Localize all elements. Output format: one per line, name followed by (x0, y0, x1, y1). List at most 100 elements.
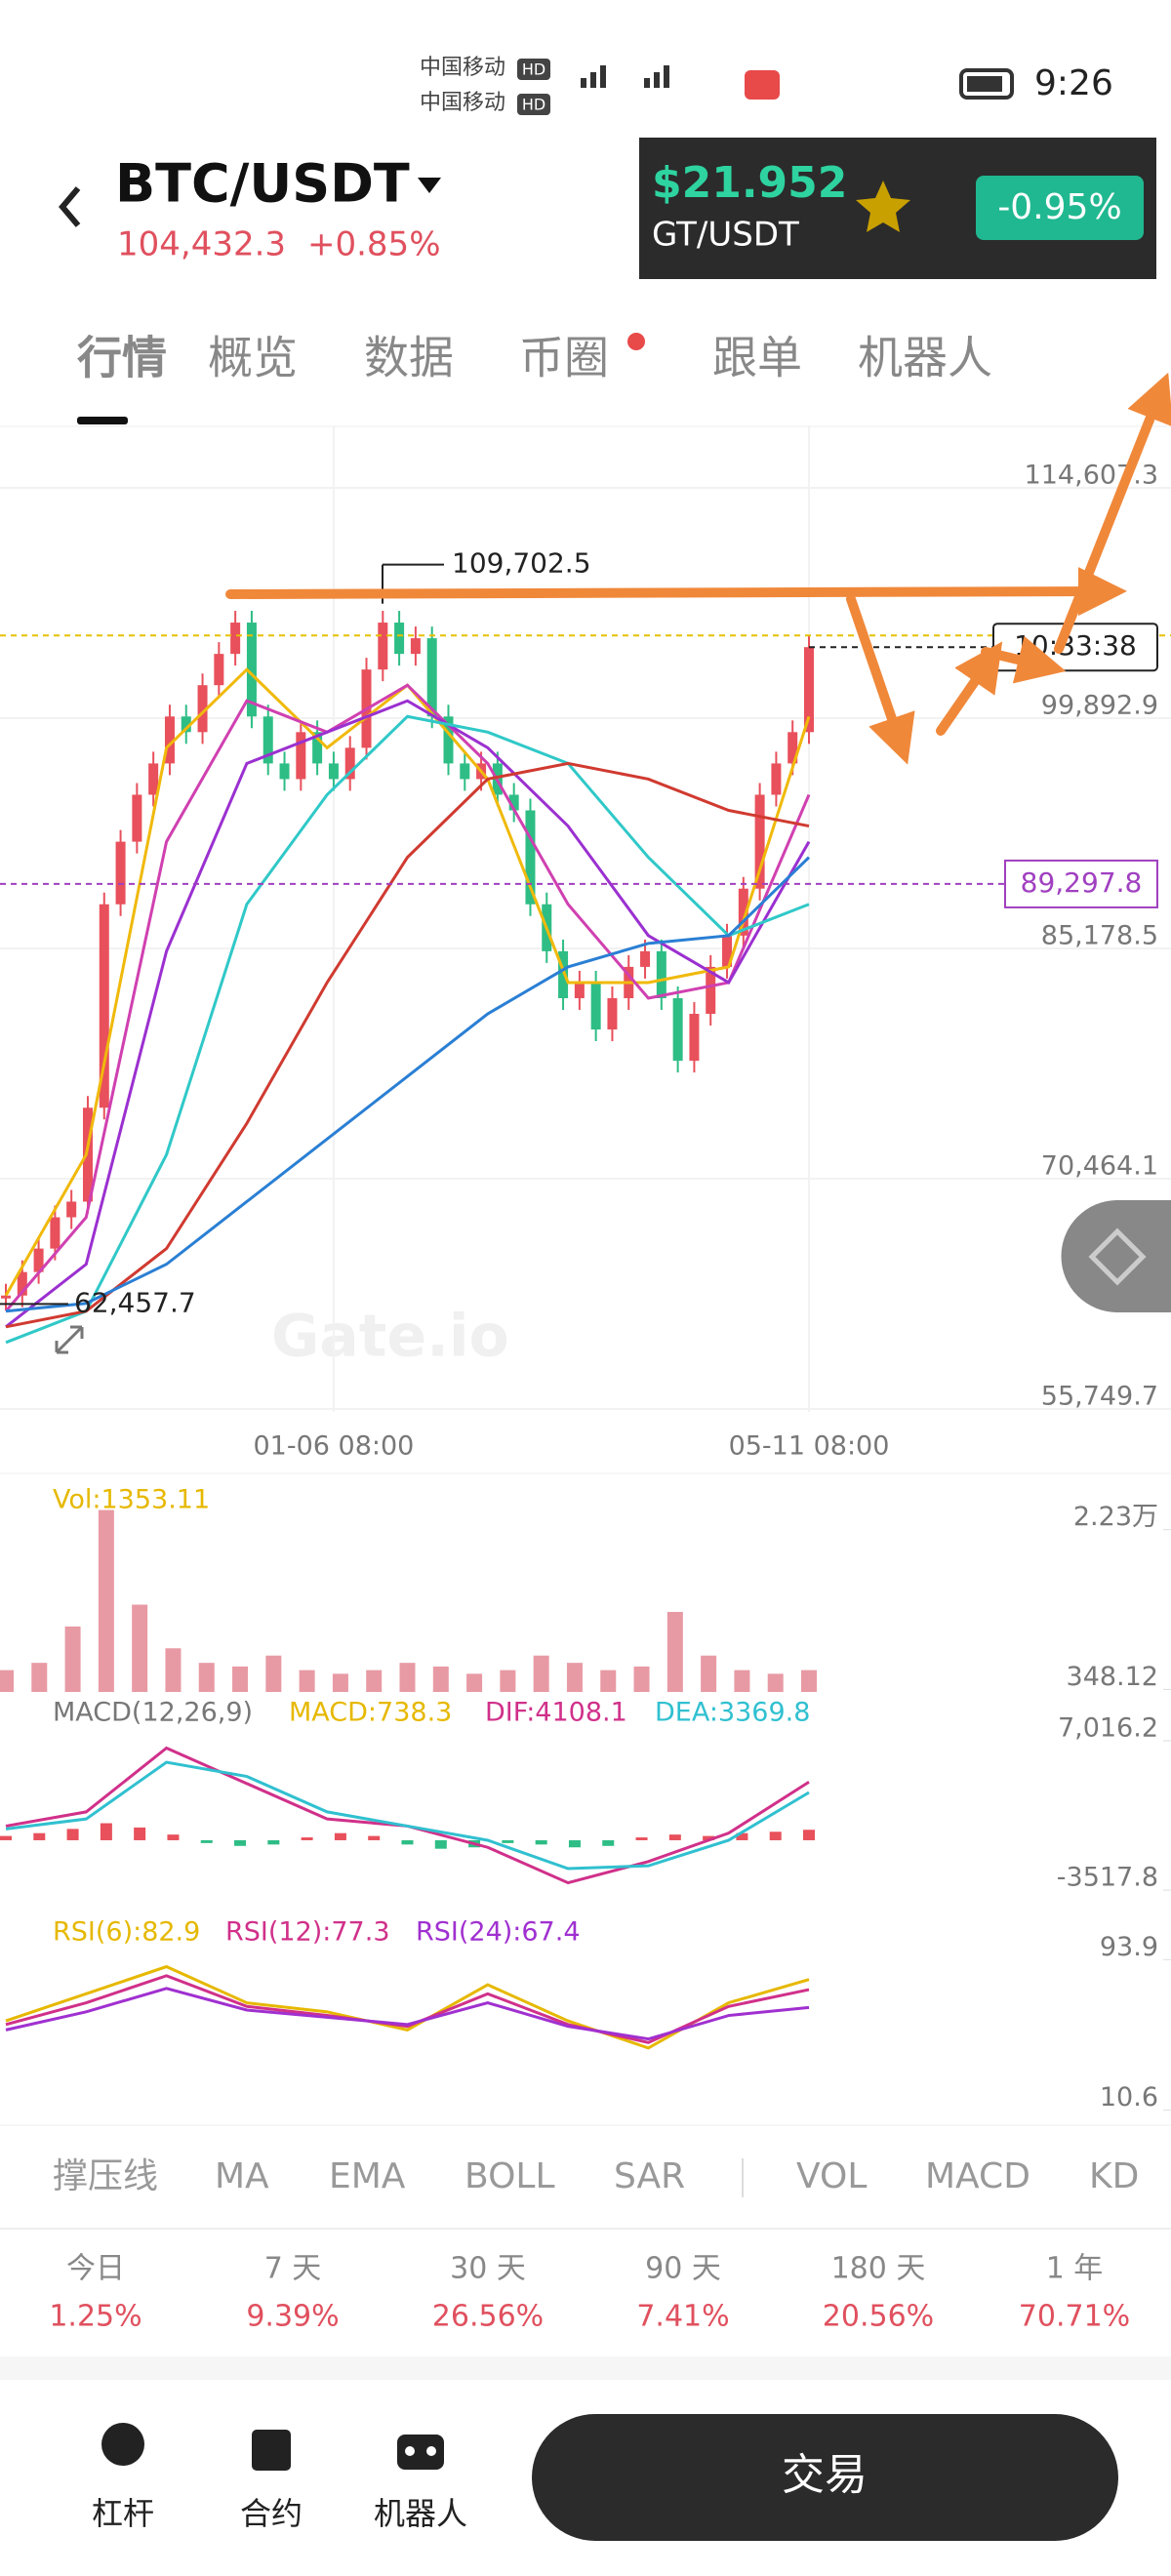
histogram-bar (368, 1835, 381, 1840)
panel-title: MACD(12,26,9) (53, 1698, 253, 1728)
histogram-bar (736, 1832, 748, 1840)
user-drawing (225, 372, 1171, 765)
candle (1, 1295, 11, 1299)
nav-label[interactable]: 合约 (240, 2495, 303, 2532)
tab[interactable]: 币圈 (519, 332, 609, 384)
candle (378, 623, 388, 670)
tab[interactable]: 概览 (208, 332, 298, 384)
histogram-bar (635, 1837, 648, 1840)
candle (672, 997, 683, 1062)
candle (804, 647, 814, 733)
badge-bg (517, 94, 550, 115)
indicator-tabs: 撑压线 MA EMA BOLL SAR VOL MACD KD (53, 2156, 1139, 2196)
candle (607, 997, 618, 1030)
candle (656, 950, 666, 998)
volume-bar (666, 1611, 683, 1692)
tab[interactable]: 行情 (77, 332, 167, 384)
candle (262, 716, 273, 764)
carrier: 中国移动 (420, 56, 505, 80)
candle (410, 638, 421, 655)
histogram-bar (167, 1834, 180, 1840)
histogram-bar (33, 1832, 46, 1840)
tabs: 行情 概览 数据 币圈 跟单 机器人 (77, 332, 992, 384)
last-price: 104,432.3 (117, 225, 286, 264)
indicator-tab[interactable]: 撑压线 (53, 2156, 158, 2196)
candle (328, 763, 339, 780)
volume-bar (466, 1673, 483, 1692)
trade-label: 交易 (782, 2450, 868, 2500)
candle (706, 966, 716, 1015)
pair-title[interactable]: BTC/USDT (115, 153, 410, 215)
badge: HD (522, 60, 545, 79)
float-button[interactable] (1061, 1200, 1171, 1312)
high-label: 109,702.5 (452, 547, 591, 580)
candle (689, 1014, 700, 1062)
indicator-tab[interactable]: EMA (329, 2156, 406, 2196)
candle (148, 763, 159, 795)
y-tick-label: 55,749.7 (1041, 1382, 1158, 1412)
clock: 9:26 (1034, 63, 1113, 103)
tab[interactable]: 机器人 (858, 332, 992, 384)
stats: 今日 1.25% 7 天 9.39% 30 天 26.56% 90 天 7.41% 180 天 2… (49, 2252, 1130, 2334)
candle (394, 623, 405, 655)
y-tick-label: 10.6 (1100, 2082, 1158, 2113)
volume-bar (232, 1666, 249, 1692)
histogram-bar (100, 1823, 112, 1840)
expand-icon[interactable] (55, 1325, 84, 1354)
nav-label[interactable]: 杠杆 (92, 2495, 154, 2532)
indicator-tab[interactable]: VOL (796, 2156, 867, 2196)
low-label: 62,457.7 (74, 1286, 196, 1318)
back-button[interactable] (59, 186, 81, 227)
candle (640, 950, 651, 967)
nav-label[interactable]: 机器人 (374, 2495, 467, 2532)
volume-bar (98, 1509, 114, 1692)
volume-bar (801, 1670, 817, 1692)
histogram-bar (267, 1839, 280, 1845)
indicator-tab[interactable]: KD (1089, 2156, 1139, 2196)
tab[interactable]: 数据 (364, 332, 454, 384)
series-line (5, 714, 810, 1345)
series-line (5, 1760, 810, 1871)
ad-change: -0.95% (997, 187, 1121, 227)
y-tick-label: 114,607.3 (1025, 461, 1158, 491)
indicator-tab[interactable]: MA (215, 2156, 269, 2196)
histogram-bar (769, 1831, 782, 1840)
candle (279, 763, 290, 780)
volume-bar (432, 1666, 449, 1692)
histogram-bar (803, 1830, 815, 1840)
legend-item: RSI(24):67.4 (416, 1917, 581, 1948)
carrier: 中国移动 (420, 91, 505, 115)
candle (214, 654, 224, 686)
y-tick-label: 85,178.5 (1041, 921, 1158, 951)
volume-bar (31, 1663, 48, 1692)
indicator-tab[interactable]: MACD (925, 2156, 1030, 2196)
trade-button[interactable] (532, 2414, 1118, 2541)
candle (181, 716, 191, 733)
stat-change: 7.41% (636, 2300, 729, 2334)
volume-bar (600, 1670, 617, 1692)
indicator-tab[interactable]: SAR (614, 2156, 685, 2196)
float-icon (1088, 1228, 1147, 1286)
candle (50, 1217, 61, 1249)
series-line (5, 1974, 810, 2044)
indicator-tab[interactable]: BOLL (464, 2156, 555, 2196)
candle (460, 763, 470, 780)
histogram-bar (668, 1834, 681, 1840)
dropdown-icon[interactable] (418, 178, 441, 193)
stat-period: 今日 (66, 2252, 125, 2286)
volume-bar (198, 1663, 215, 1692)
legend-item: DEA:3369.8 (655, 1698, 810, 1728)
candle (426, 638, 437, 717)
series-line (4, 667, 811, 1297)
candle (443, 716, 454, 764)
tab[interactable]: 跟单 (712, 332, 802, 384)
volume-bar (165, 1648, 182, 1692)
histogram-bar (401, 1839, 414, 1845)
bottom-nav: 杠杆 合约 机器人 (92, 2495, 467, 2532)
badge-bg (517, 59, 550, 80)
volume-bar (701, 1655, 717, 1692)
candle (574, 982, 585, 998)
candle (164, 716, 175, 764)
nav-icons (101, 2423, 444, 2471)
volume-bar (533, 1655, 549, 1692)
